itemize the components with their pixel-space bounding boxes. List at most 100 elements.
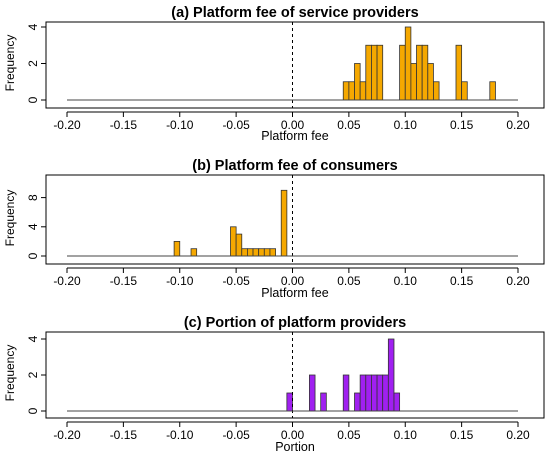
- histogram-bar-4: [342, 374, 350, 412]
- x-tick-label: -0.05: [222, 274, 250, 288]
- x-tick-label: 0.00: [281, 118, 305, 132]
- panel-a-title: (a) Platform fee of service providers: [171, 5, 418, 21]
- panel-b-y-axis-label: Frequency: [3, 190, 17, 247]
- histogram-bar-15: [455, 44, 463, 101]
- panel-c-bars: [286, 338, 401, 412]
- x-tick-label: 0.05: [337, 274, 361, 288]
- panel-c-title: (c) Portion of platform providers: [184, 315, 406, 331]
- y-tick-label: 4: [26, 23, 40, 30]
- histogram-bar-6: [246, 248, 254, 257]
- x-tick-label: -0.15: [110, 118, 138, 132]
- histogram-bar-7: [252, 248, 260, 257]
- panel-a-x-axis-label: Platform fee: [261, 129, 328, 143]
- panel-c-y-axis-label: Frequency: [3, 345, 17, 402]
- histogram-bar-3: [354, 63, 361, 101]
- y-tick-label: 2: [26, 371, 40, 378]
- panel-b-y-axis: 0 4 8: [26, 194, 47, 259]
- histogram-bar-1: [173, 240, 181, 257]
- histogram-bar-10: [410, 63, 417, 101]
- histogram-bar-10: [269, 248, 276, 257]
- histogram-bar-10: [382, 374, 389, 412]
- x-tick-label: -0.10: [166, 118, 194, 132]
- histogram-bar-3: [230, 226, 237, 257]
- x-tick-label: 0.10: [394, 428, 418, 442]
- histogram-bar-5: [365, 44, 372, 101]
- histogram-bar-1: [342, 81, 350, 101]
- y-tick-label: 8: [26, 194, 40, 201]
- panel-b-x-axis: -0.20 -0.15 -0.10 -0.05 0.00 0.05 0.10 0.15 0.20: [53, 267, 530, 288]
- histogram-bar-7: [376, 44, 384, 101]
- panel-c-x-axis-label: Portion: [275, 440, 315, 454]
- panel-c: (c) Portion of platform providers Freque…: [3, 315, 545, 454]
- x-tick-label: 0.10: [394, 118, 418, 132]
- x-tick-label: -0.15: [110, 428, 138, 442]
- x-tick-label: -0.15: [110, 274, 138, 288]
- histogram-bar-7: [365, 374, 372, 412]
- x-tick-label: 0.00: [281, 428, 305, 442]
- histogram-bar-11: [387, 338, 395, 412]
- x-tick-label: 0.20: [506, 428, 530, 442]
- histogram-bar-5: [354, 392, 361, 412]
- panel-b-title: (b) Platform fee of consumers: [192, 158, 397, 174]
- histogram-bar-9: [263, 248, 271, 257]
- histogram-bar-12: [421, 44, 429, 101]
- x-tick-label: -0.05: [222, 118, 250, 132]
- histogram-bar-1: [286, 392, 293, 412]
- panel-b-bars: [173, 189, 288, 257]
- histogram-bar-3: [320, 392, 327, 412]
- x-tick-label: 0.10: [394, 274, 418, 288]
- histogram-bar-16: [461, 81, 468, 101]
- histogram-bar-14: [433, 81, 440, 101]
- panel-c-plot-frame: [45, 331, 545, 419]
- panel-a: (a) Platform fee of service providers Fr…: [3, 5, 545, 143]
- x-tick-label: 0.05: [337, 428, 361, 442]
- y-tick-label: 4: [26, 335, 40, 342]
- x-tick-label: 0.15: [450, 118, 474, 132]
- x-tick-label: -0.10: [166, 274, 194, 288]
- panel-a-bars: [342, 26, 496, 101]
- panel-b-plot-frame: [45, 174, 545, 265]
- x-tick-label: -0.20: [53, 118, 81, 132]
- histogram-bar-4: [235, 233, 243, 257]
- panel-a-plot-frame: [45, 21, 545, 109]
- x-tick-label: -0.20: [53, 428, 81, 442]
- x-tick-label: 0.15: [450, 274, 474, 288]
- histogram-bar-11: [280, 189, 288, 257]
- y-tick-label: 0: [26, 252, 40, 259]
- x-tick-label: 0.20: [506, 274, 530, 288]
- histogram-bar-12: [393, 392, 401, 412]
- panel-c-y-axis: 0 2 4: [26, 335, 47, 414]
- x-tick-label: -0.10: [166, 428, 194, 442]
- histogram-bar-5: [241, 248, 248, 257]
- panel-a-y-axis-label: Frequency: [3, 35, 17, 92]
- panel-a-x-axis: -0.20 -0.15 -0.10 -0.05 0.00 0.05 0.10 0.15 0.20: [53, 111, 530, 132]
- histogram-bar-8: [371, 374, 378, 412]
- histogram-bar-2: [309, 374, 316, 412]
- histogram-bar-9: [404, 26, 412, 101]
- histogram-bar-2: [348, 81, 355, 101]
- x-tick-label: -0.20: [53, 274, 81, 288]
- panel-b: (b) Platform fee of consumers Frequency …: [3, 158, 545, 300]
- x-tick-label: 0.20: [506, 118, 530, 132]
- x-tick-label: 0.05: [337, 118, 361, 132]
- histogram-bar-13: [427, 63, 434, 101]
- histogram-bar-17: [489, 81, 496, 101]
- x-tick-label: 0.00: [281, 274, 305, 288]
- x-tick-label: -0.05: [222, 428, 250, 442]
- histogram-bar-4: [359, 81, 367, 101]
- panel-b-x-axis-label: Platform fee: [261, 286, 328, 300]
- panel-c-x-axis: -0.20 -0.15 -0.10 -0.05 0.00 0.05 0.10 0.15 0.20: [53, 421, 530, 442]
- histogram-bar-8: [399, 44, 406, 101]
- x-tick-label: 0.15: [450, 428, 474, 442]
- y-tick-label: 4: [26, 223, 40, 230]
- histogram-bar-8: [258, 248, 265, 257]
- panel-a-y-axis: 0 2 4: [26, 23, 47, 103]
- histogram-bar-6: [371, 44, 378, 101]
- histogram-bar-6: [359, 374, 367, 412]
- histogram-bar-11: [416, 44, 423, 101]
- y-tick-label: 0: [26, 407, 40, 414]
- histogram-bar-2: [190, 248, 198, 257]
- histogram-bar-9: [376, 374, 384, 412]
- y-tick-label: 0: [26, 96, 40, 103]
